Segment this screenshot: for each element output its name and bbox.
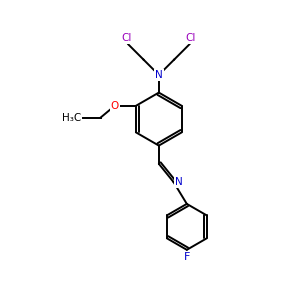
Text: N: N	[175, 177, 183, 187]
Text: Cl: Cl	[186, 33, 196, 43]
Text: O: O	[111, 101, 119, 111]
Text: Cl: Cl	[122, 33, 132, 43]
Text: H₃C: H₃C	[62, 112, 81, 123]
Text: F: F	[184, 252, 190, 262]
Text: N: N	[155, 70, 163, 80]
